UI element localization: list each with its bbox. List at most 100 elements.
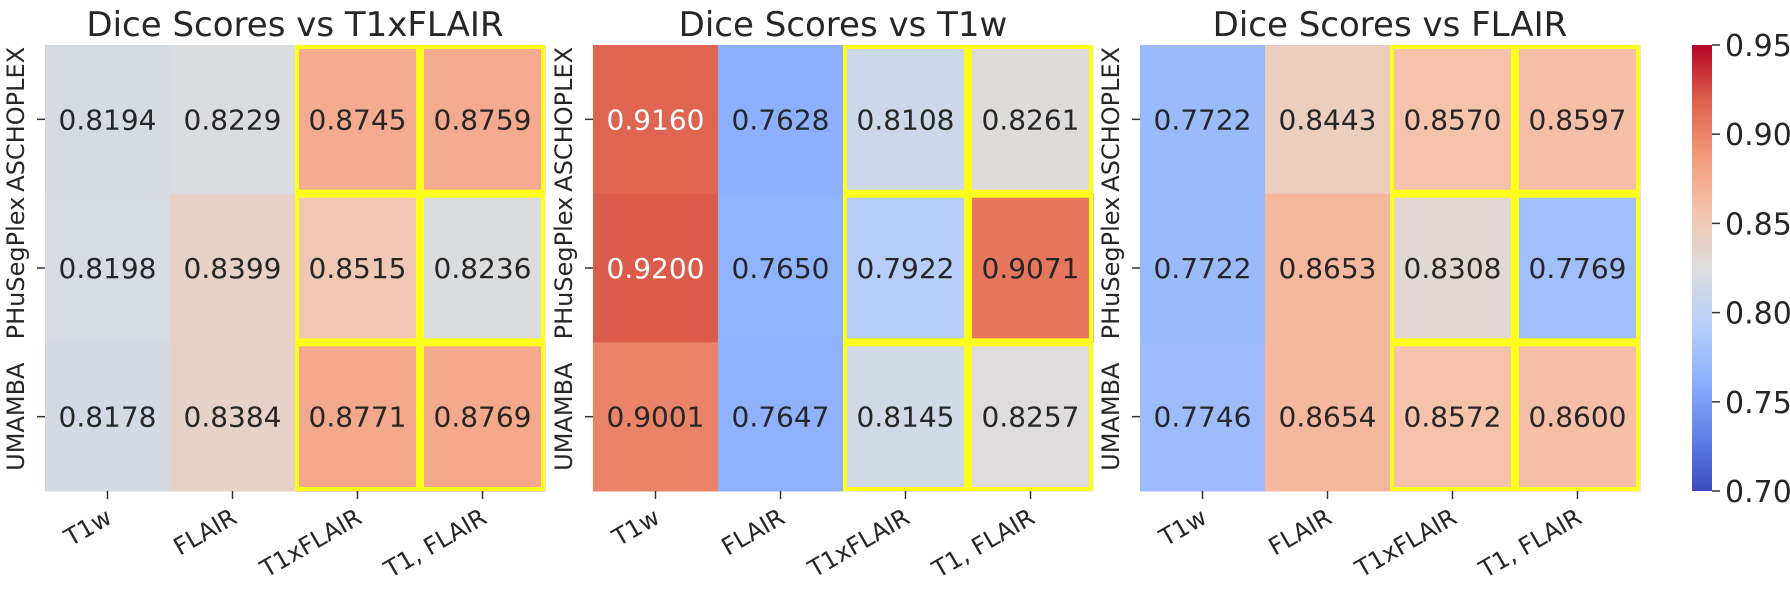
colorbar-tick-label: 0.95	[1725, 29, 1790, 64]
heatmap-cell	[843, 45, 969, 195]
panel-title: Dice Scores vs FLAIR	[1213, 5, 1568, 45]
panel-title: Dice Scores vs T1w	[679, 5, 1008, 45]
cell-value-label: 0.8572	[1404, 401, 1502, 434]
x-tick-label: T1, FLAIR	[927, 503, 1040, 584]
heatmap-cell	[295, 45, 421, 195]
x-tick-label: FLAIR	[1264, 503, 1337, 561]
x-tick-label: FLAIR	[169, 503, 242, 561]
x-tick-label: T1xFLAIR	[1350, 503, 1462, 584]
y-tick-label: ASCHOPLEX	[550, 47, 578, 192]
cell-value-label: 0.8194	[59, 103, 157, 136]
highlight-border	[968, 45, 1093, 194]
y-tick-label: ASCHOPLEX	[1097, 47, 1125, 192]
heatmap-cell	[593, 193, 719, 343]
cell-value-label: 0.8597	[1529, 103, 1627, 136]
heatmap-cell	[295, 193, 421, 343]
heatmap-cell	[1515, 193, 1641, 343]
cell-value-label: 0.8384	[184, 401, 282, 434]
cell-value-label: 0.8108	[857, 103, 955, 136]
x-tick-label: T1w	[59, 503, 117, 553]
cell-value-label: 0.7922	[857, 252, 955, 285]
cell-value-label: 0.8261	[982, 103, 1080, 136]
heatmap-cell	[420, 45, 546, 195]
y-tick-label: PHuSegPlex	[2, 197, 30, 340]
panel-title: Dice Scores vs T1xFLAIR	[86, 5, 503, 45]
heatmap-cell	[1140, 45, 1266, 195]
x-tick-label: T1w	[607, 503, 665, 553]
heatmap-cell	[1390, 193, 1516, 343]
heatmap-cell	[718, 45, 844, 195]
colorbar-tick-label: 0.85	[1725, 207, 1790, 242]
x-tick-label: T1, FLAIR	[1474, 503, 1587, 584]
heatmap-cell	[420, 193, 546, 343]
cell-value-label: 0.8771	[309, 401, 407, 434]
highlight-border	[843, 342, 968, 492]
colorbar-tick-label: 0.90	[1725, 118, 1790, 153]
cell-value-label: 0.9200	[607, 252, 705, 285]
highlight-border	[1390, 342, 1515, 492]
highlight-border	[968, 193, 1093, 343]
colorbar: 0.70 0.75 0.80 0.85 0.90 0.95	[1692, 29, 1790, 510]
highlight-border	[1515, 45, 1640, 194]
heatmap-cell	[295, 342, 421, 492]
y-tick-label: PHuSegPlex	[550, 197, 578, 340]
cell-value-label: 0.8178	[59, 401, 157, 434]
heatmap-cell	[45, 193, 171, 343]
heatmap-panel-2: Dice Scores vs T1w 0.9160 0.7628 0.8108 0.82…	[550, 5, 1094, 584]
heatmap-cell	[45, 45, 171, 195]
x-tick-label: T1xFLAIR	[255, 503, 367, 584]
colorbar-tick-label: 0.80	[1725, 297, 1790, 332]
cell-value-label: 0.8308	[1404, 252, 1502, 285]
heatmap-cell	[1265, 193, 1391, 343]
highlight-border	[843, 193, 968, 343]
cell-value-label: 0.8769	[434, 401, 532, 434]
cell-value-label: 0.8443	[1279, 103, 1377, 136]
cell-value-label: 0.8236	[434, 252, 532, 285]
x-tick-label: T1w	[1154, 503, 1212, 553]
highlight-border	[1390, 45, 1515, 194]
heatmap-cell	[1390, 342, 1516, 492]
heatmap-cell	[420, 342, 546, 492]
cell-value-label: 0.8570	[1404, 103, 1502, 136]
cell-value-label: 0.8759	[434, 103, 532, 136]
cell-value-label: 0.7769	[1529, 252, 1627, 285]
highlight-border	[295, 342, 420, 492]
cell-value-label: 0.7746	[1154, 401, 1252, 434]
cell-value-label: 0.8653	[1279, 252, 1377, 285]
heatmap-cell	[1515, 45, 1641, 195]
heatmap-cell	[968, 193, 1094, 343]
cell-value-label: 0.7650	[732, 252, 830, 285]
highlight-border	[420, 45, 545, 194]
y-tick-label: UMAMBA	[1097, 362, 1125, 471]
heatmap-cell	[170, 193, 296, 343]
colorbar-tick-label: 0.70	[1725, 475, 1790, 510]
highlight-border	[295, 193, 420, 343]
colorbar-tick-label: 0.75	[1725, 386, 1790, 421]
cell-value-label: 0.8399	[184, 252, 282, 285]
cell-value-label: 0.7628	[732, 103, 830, 136]
cell-value-label: 0.8257	[982, 401, 1080, 434]
cell-value-label: 0.8229	[184, 103, 282, 136]
heatmap-cell	[718, 342, 844, 492]
cell-value-label: 0.8745	[309, 103, 407, 136]
x-tick-label: T1, FLAIR	[379, 503, 492, 584]
highlight-border	[420, 342, 545, 492]
heatmap-cell	[1515, 342, 1641, 492]
cell-value-label: 0.8198	[59, 252, 157, 285]
heatmap-panel-1: Dice Scores vs T1xFLAIR 0.8194 0.8229 0.874…	[2, 5, 546, 584]
heatmap-cell	[593, 342, 719, 492]
cell-value-label: 0.7647	[732, 401, 830, 434]
y-tick-label: PHuSegPlex	[1097, 197, 1125, 340]
highlight-border	[1515, 193, 1640, 343]
highlight-border	[295, 45, 420, 194]
y-tick-label: UMAMBA	[2, 362, 30, 471]
cell-value-label: 0.7722	[1154, 103, 1252, 136]
heatmap-cell	[968, 45, 1094, 195]
heatmap-cell	[45, 342, 171, 492]
heatmap-cell	[1140, 342, 1266, 492]
highlight-border	[420, 193, 545, 343]
heatmap-cell	[843, 193, 969, 343]
heatmap-cell	[718, 193, 844, 343]
colorbar-gradient	[1692, 45, 1712, 491]
highlight-border	[1390, 193, 1515, 343]
